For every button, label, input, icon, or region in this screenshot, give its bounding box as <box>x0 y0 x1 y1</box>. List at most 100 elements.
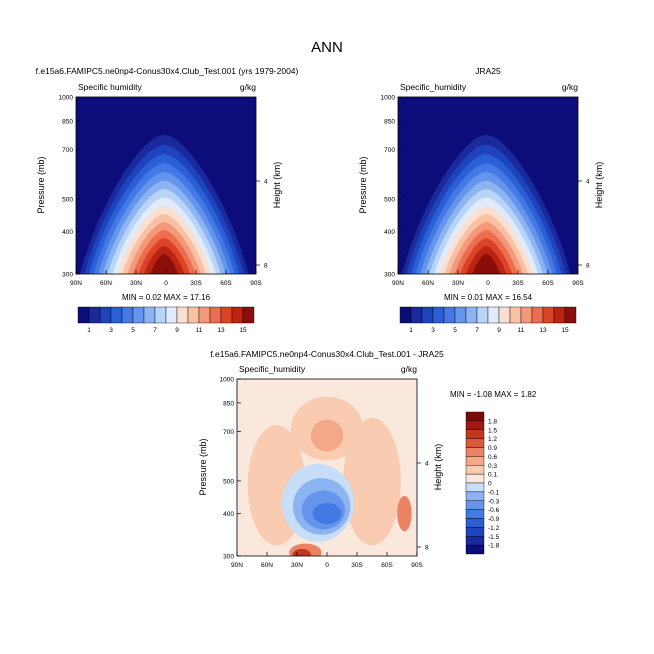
y-tick-label-model: 700 <box>62 147 73 154</box>
colorbar-label-diff: 1.5 <box>488 427 497 434</box>
colorbar-swatch-obs <box>520 306 533 324</box>
y2-tick-label-model: 4 <box>264 179 268 186</box>
figure-title: ANN <box>311 39 343 56</box>
colorbar-swatch-model <box>110 306 123 324</box>
colorbar-label-model: 13 <box>217 327 225 334</box>
y-tick-label-diff: 700 <box>223 429 234 436</box>
colorbar-label-model: 9 <box>175 327 179 334</box>
y-tick-label-model: 400 <box>62 229 73 236</box>
colorbar-label-diff: 1.8 <box>488 418 497 425</box>
y2-tick-label-obs: 4 <box>586 179 590 186</box>
colorbar-swatch-diff <box>465 482 485 493</box>
colorbar-label-model: 1 <box>87 327 91 334</box>
colorbar-swatch-diff <box>465 473 485 484</box>
plot-area-diff <box>237 379 417 556</box>
panel-obs-units: g/kg <box>562 82 578 92</box>
colorbar-swatch-diff <box>465 500 485 510</box>
colorbar-swatch-obs <box>399 306 412 324</box>
axes-model: 90N 60N 30N 0 30S 60S 90S 300 400 500 700 850 1000 4 8 <box>59 95 268 288</box>
colorbar-swatch-model <box>132 306 145 324</box>
panel-model-minmax: MIN = 0.02 MAX = 17.16 <box>122 293 211 302</box>
y-tick-label-model: 500 <box>62 196 73 203</box>
y-tick-label-diff: 300 <box>223 554 234 561</box>
y2-tick-label-diff: 4 <box>425 461 429 468</box>
colorbar-swatch-obs <box>564 306 577 324</box>
axes-obs: 90N 60N 30N 0 30S 60S 90S 300 400 500 700 850 1000 4 8 <box>381 95 590 288</box>
x-tick-label-diff: 90S <box>411 562 423 569</box>
x-tick-label-model: 30S <box>190 280 202 287</box>
colorbar-label-diff: 0.9 <box>488 445 497 452</box>
panel-obs-ylabel: Pressure (mb) <box>358 156 368 213</box>
y-tick-label-diff: 850 <box>223 400 234 407</box>
colorbar-swatch-model <box>121 306 134 324</box>
y-tick-label-diff: 500 <box>223 478 234 485</box>
x-tick-label-model: 60N <box>100 280 112 287</box>
colorbar-swatch-model <box>165 306 178 324</box>
panel-diff: f.e15a6.FAMIPC5.ne0np4-Conus30x4.Club_Te… <box>198 349 537 569</box>
colorbar-label-obs: 9 <box>497 327 501 334</box>
panel-model-y2label: Height (km) <box>272 162 282 209</box>
colorbar-label-model: 15 <box>239 327 247 334</box>
panel-obs-y2label: Height (km) <box>594 162 604 209</box>
x-tick-label-diff: 90N <box>231 562 243 569</box>
colorbar-swatch-diff <box>465 411 485 422</box>
colorbar-swatch-model <box>154 306 167 324</box>
colorbar-label-obs: 1 <box>409 327 413 334</box>
x-tick-label-obs: 0 <box>486 280 490 287</box>
colorbar-swatch-obs <box>553 306 566 324</box>
colorbar-label-obs: 7 <box>475 327 479 334</box>
contour-level-obs <box>472 253 501 274</box>
colorbar-swatch-diff <box>465 536 485 546</box>
colorbar-swatch-obs <box>509 306 522 324</box>
panel-obs-title: JRA25 <box>475 66 501 76</box>
colorbar-swatch-diff <box>465 544 485 555</box>
x-tick-label-diff: 60N <box>261 562 273 569</box>
y-tick-label-obs: 1000 <box>381 95 396 102</box>
y2-tick-label-diff: 8 <box>425 545 429 552</box>
panel-obs: JRA25 Specific_humidity g/kg 90N 60N 30N 0 3… <box>358 66 604 334</box>
colorbar-label-diff: 0 <box>488 481 492 488</box>
colorbar-swatch-model <box>198 306 211 324</box>
panel-model-units: g/kg <box>240 82 256 92</box>
colorbar-label-diff: -1.5 <box>488 534 500 541</box>
colorbar-diff: 1.8 1.5 1.2 0.9 0.6 0.3 0.1 0-0.1 -0.3 -0.6 -0.9 -1… <box>465 411 500 555</box>
colorbar-label-diff: -1.8 <box>488 543 500 550</box>
colorbar-swatch-obs <box>531 306 544 324</box>
contour-level-diff <box>343 417 401 546</box>
x-tick-label-diff: 0 <box>325 562 329 569</box>
y-tick-label-model: 850 <box>62 118 73 125</box>
colorbar-label-diff: -0.1 <box>488 489 500 496</box>
colorbar-label-obs: 5 <box>453 327 457 334</box>
colorbar-swatch-model <box>77 306 90 324</box>
colorbar-label-diff: 0.3 <box>488 463 497 470</box>
plot-area-obs <box>398 97 578 274</box>
colorbar-swatch-obs <box>443 306 456 324</box>
colorbar-label-diff: 0.6 <box>488 454 497 461</box>
colorbar-swatch-diff <box>465 438 485 448</box>
y-tick-label-diff: 400 <box>223 511 234 518</box>
panel-diff-ylabel: Pressure (mb) <box>198 438 208 495</box>
x-tick-label-diff: 60S <box>381 562 393 569</box>
colorbar-swatch-model <box>99 306 112 324</box>
colorbar-label-model: 7 <box>153 327 157 334</box>
panel-obs-minmax: MIN = 0.01 MAX = 16.54 <box>444 293 533 302</box>
colorbar-swatch-model <box>143 306 156 324</box>
x-tick-label-model: 90S <box>250 280 262 287</box>
colorbar-swatch-obs <box>498 306 511 324</box>
colorbar-swatch-diff <box>465 527 485 537</box>
x-tick-label-obs: 30S <box>512 280 524 287</box>
contour-level-diff <box>310 419 344 452</box>
y-tick-label-model: 1000 <box>59 95 74 102</box>
y-tick-label-obs: 300 <box>384 272 395 279</box>
colorbar-label-obs: 3 <box>431 327 435 334</box>
colorbar-swatch-diff <box>465 456 485 466</box>
x-tick-label-obs: 90S <box>572 280 584 287</box>
y-tick-label-diff: 1000 <box>220 377 235 384</box>
panel-diff-y2label: Height (km) <box>433 444 443 491</box>
colorbar-swatch-model <box>220 306 233 324</box>
y-tick-label-model: 300 <box>62 272 73 279</box>
colorbar-swatch-model <box>242 306 255 324</box>
x-tick-label-obs: 60N <box>422 280 434 287</box>
colorbar-label-model: 11 <box>196 327 203 334</box>
